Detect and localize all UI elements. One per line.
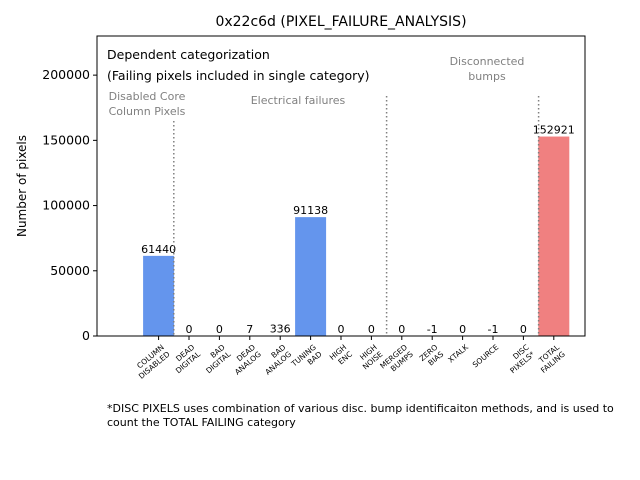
x-tick-label-11: SOURCE xyxy=(471,342,501,369)
legend-text-0: Dependent categorization xyxy=(107,47,270,62)
y-axis-label: Number of pixels xyxy=(15,135,29,237)
value-label-1: 0 xyxy=(186,323,193,336)
bar-5 xyxy=(295,217,327,336)
value-label-3: 7 xyxy=(246,323,253,336)
value-label-7: 0 xyxy=(368,323,375,336)
x-tick-label-8: MERGEDBUMPS xyxy=(378,342,415,377)
legend-text-1: (Failing pixels included in single categ… xyxy=(107,68,370,83)
y-tick-label-2: 100000 xyxy=(42,198,90,213)
footnote: *DISC PIXELS uses combination of various… xyxy=(107,402,614,429)
value-label-11: -1 xyxy=(488,323,499,336)
x-tick-label-5: TUNINGBAD xyxy=(289,343,324,376)
y-tick-label-4: 200000 xyxy=(42,67,90,82)
value-label-2: 0 xyxy=(216,323,223,336)
value-label-6: 0 xyxy=(338,323,345,336)
y-tick-label-0: 0 xyxy=(82,328,90,343)
x-tick-label-4: BADANALOG xyxy=(258,343,294,377)
value-label-5: 91138 xyxy=(293,204,328,217)
value-label-13: 152921 xyxy=(533,124,575,137)
x-tick-label-12: DISCPIXELS* xyxy=(502,342,536,375)
x-tick-label-10: XTALK xyxy=(446,342,470,365)
y-tick-label-1: 50000 xyxy=(50,263,90,278)
value-label-9: -1 xyxy=(427,323,438,336)
x-tick-label-9: ZEROBIAS xyxy=(418,342,446,369)
bar-0 xyxy=(143,255,175,336)
bar-13 xyxy=(538,136,570,336)
value-label-12: 0 xyxy=(520,323,527,336)
x-tick-label-13: TOTALFAILING xyxy=(533,342,567,375)
x-tick-label-2: BADDIGITAL xyxy=(198,342,233,375)
chart-title: 0x22c6d (PIXEL_FAILURE_ANALYSIS) xyxy=(215,14,466,30)
annotation-1: Electrical failures xyxy=(251,94,346,107)
x-tick-label-0: COLUMNDISABLED xyxy=(131,342,172,380)
y-tick-label-3: 150000 xyxy=(42,132,90,147)
value-label-0: 61440 xyxy=(141,243,176,256)
annotation-0: Disabled Core Column Pixels xyxy=(109,90,186,118)
x-tick-label-1: DEADDIGITAL xyxy=(168,342,203,375)
value-label-10: 0 xyxy=(459,323,466,336)
value-label-8: 0 xyxy=(398,323,405,336)
annotation-2: Disconnected bumps xyxy=(450,55,525,83)
x-tick-label-3: DEADANALOG xyxy=(227,342,263,376)
x-tick-label-6: HIGHENC xyxy=(328,343,354,369)
value-label-4: 336 xyxy=(270,323,291,336)
